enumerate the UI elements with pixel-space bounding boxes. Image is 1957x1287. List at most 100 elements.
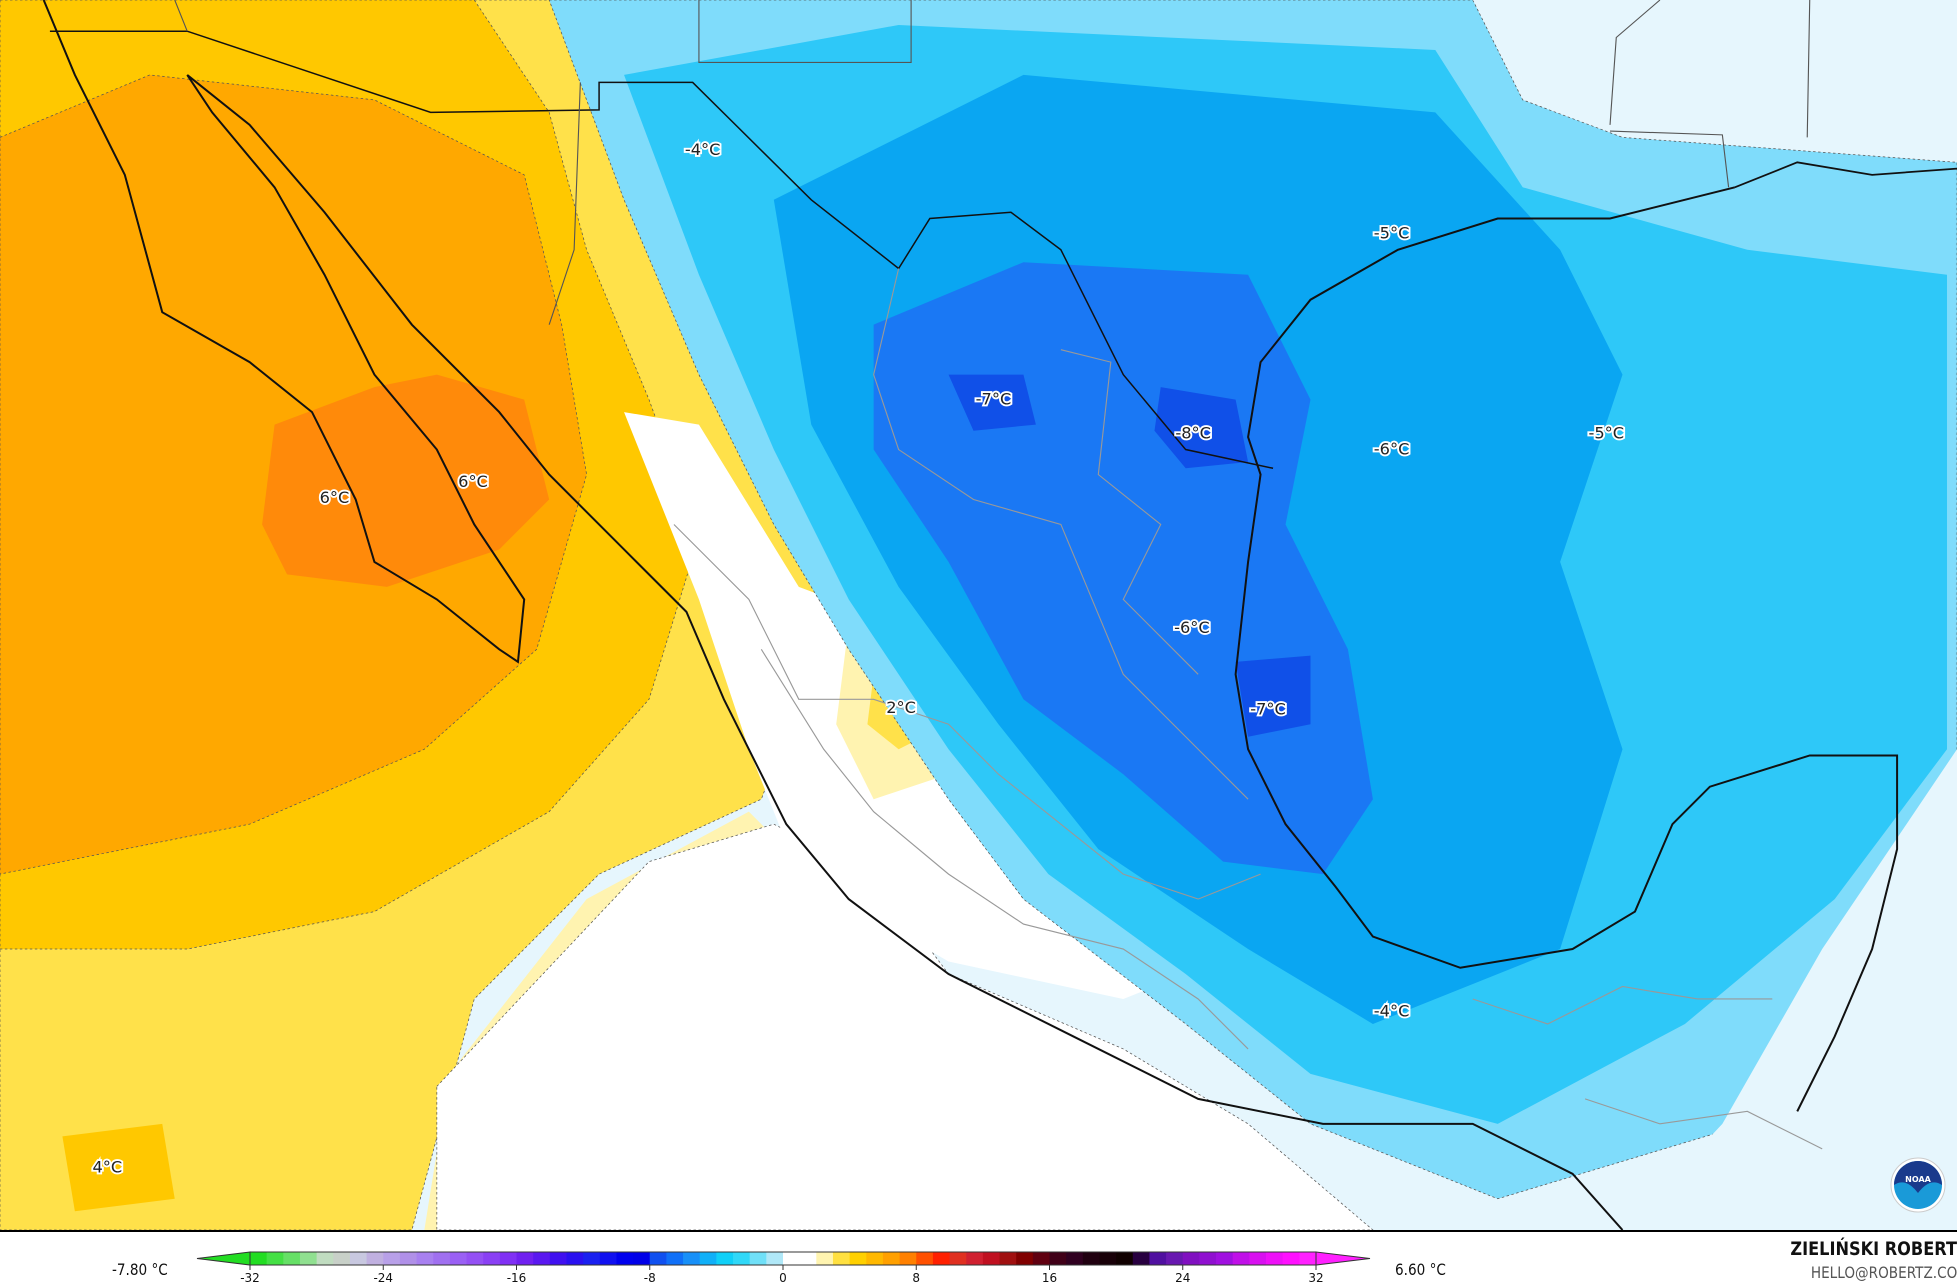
colorbar-tick-label: 24 bbox=[1175, 1271, 1190, 1285]
colorbar-segment bbox=[1216, 1252, 1234, 1265]
colorbar-tick-label: -8 bbox=[644, 1271, 656, 1285]
colorbar-segment bbox=[799, 1252, 817, 1265]
colorbar-segment bbox=[916, 1252, 934, 1265]
colorbar-tick-label: 32 bbox=[1308, 1271, 1323, 1285]
min-value-label: -7.80 °C bbox=[112, 1260, 168, 1279]
colorbar-tick-label: 16 bbox=[1042, 1271, 1057, 1285]
author-credit: ZIELIŃSKI ROBERT bbox=[1790, 1238, 1957, 1260]
colorbar-segment bbox=[1049, 1252, 1067, 1265]
colorbar-segment bbox=[349, 1252, 368, 1265]
temp-label: -5°C bbox=[1588, 423, 1624, 442]
colorbar-segment bbox=[1082, 1252, 1100, 1265]
temp-label: 6°C bbox=[320, 488, 350, 507]
colorbar-segment bbox=[649, 1252, 667, 1265]
colorbar-segment bbox=[499, 1252, 517, 1265]
colorbar-segment bbox=[1232, 1252, 1250, 1265]
colorbar-segment bbox=[1266, 1252, 1284, 1265]
colorbar-segment bbox=[549, 1252, 567, 1265]
colorbar-segment bbox=[1282, 1252, 1300, 1265]
colorbar-segment bbox=[416, 1252, 434, 1265]
legend: -32 -24 -16 -8 0 8 16 24 32 -7.80 °C 6.60 °C ZIE… bbox=[0, 1232, 1957, 1287]
country-border bbox=[49, 30, 1274, 470]
colorbar-segment bbox=[533, 1252, 551, 1265]
cold-region-deepest-3 bbox=[1235, 655, 1311, 737]
colorbar-segment bbox=[266, 1252, 284, 1265]
colorbar-segment bbox=[1249, 1252, 1267, 1265]
colorbar-segment bbox=[599, 1252, 617, 1265]
pale-region-southeast bbox=[1622, 749, 1957, 1230]
colorbar-segment bbox=[832, 1252, 851, 1265]
colorbar-segment bbox=[733, 1252, 751, 1265]
colorbar-segment bbox=[666, 1252, 684, 1265]
temp-label: -7°C bbox=[1250, 699, 1286, 718]
colorbar-segment bbox=[466, 1252, 484, 1265]
warm-region-orange-dark bbox=[262, 374, 550, 587]
temp-label: 4°C bbox=[92, 1158, 122, 1177]
colorbar-segment bbox=[849, 1252, 867, 1265]
colorbar-segment bbox=[316, 1252, 334, 1265]
coastline-gulf bbox=[1234, 186, 1899, 1112]
colorbar-segment bbox=[633, 1252, 651, 1265]
colorbar-segment bbox=[1299, 1252, 1317, 1265]
noaa-logo: NOAA bbox=[1890, 1157, 1946, 1213]
pale-region-northeast bbox=[1472, 0, 1957, 150]
colorbar-segment bbox=[966, 1252, 984, 1265]
colorbar-tick-label: -24 bbox=[373, 1271, 393, 1285]
colorbar-segment bbox=[583, 1252, 601, 1265]
colorbar-segment bbox=[399, 1252, 418, 1265]
temperature-anomaly-map: -4°C -5°C -7°C -8°C -6°C -5°C 6°C 6°C -6… bbox=[0, 0, 1957, 1232]
colorbar-segment bbox=[949, 1252, 967, 1265]
temp-label: -7°C bbox=[976, 390, 1012, 409]
temp-label: -5°C bbox=[1374, 224, 1410, 243]
temp-label: -6°C bbox=[1174, 618, 1210, 637]
colorbar-segment bbox=[1016, 1252, 1034, 1265]
svg-text:NOAA: NOAA bbox=[1905, 1175, 1931, 1184]
colorbar-segment bbox=[1032, 1252, 1050, 1265]
colorbar-segment bbox=[1199, 1252, 1217, 1265]
colorbar-segment bbox=[299, 1252, 318, 1265]
colorbar-segment bbox=[516, 1252, 534, 1265]
max-value-label: 6.60 °C bbox=[1395, 1260, 1446, 1279]
colorbar-segment bbox=[882, 1252, 901, 1265]
colorbar-tick-label: 0 bbox=[779, 1271, 787, 1285]
colorbar-segment bbox=[866, 1252, 884, 1265]
colorbar-segment bbox=[1116, 1252, 1134, 1265]
temp-label: 2°C bbox=[886, 698, 916, 717]
colorbar-segment bbox=[683, 1252, 701, 1265]
colorbar-segment bbox=[383, 1252, 401, 1265]
colorbar-segment bbox=[716, 1252, 734, 1265]
colorbar-tick-label: -16 bbox=[507, 1271, 527, 1285]
colorbar-segment bbox=[999, 1252, 1017, 1265]
us-state-borders bbox=[174, 0, 1811, 325]
colorbar-segment bbox=[333, 1252, 351, 1265]
coastline-pacific bbox=[42, 0, 1624, 1230]
colorbar: -32 -24 -16 -8 0 8 16 24 32 bbox=[196, 1251, 1371, 1285]
colorbar-segment bbox=[982, 1252, 1001, 1265]
colorbar-segment bbox=[1066, 1252, 1084, 1265]
colorbar-tick-label: -32 bbox=[240, 1271, 260, 1285]
colorbar-segment bbox=[616, 1252, 634, 1265]
state-borders bbox=[673, 268, 1823, 1150]
colorbar-segment bbox=[1099, 1252, 1117, 1265]
colorbar-segment bbox=[566, 1252, 584, 1265]
colorbar-segment bbox=[932, 1252, 951, 1265]
temp-label: 6°C bbox=[458, 472, 488, 491]
colorbar-segment bbox=[1182, 1252, 1200, 1265]
temp-label: -4°C bbox=[1374, 1001, 1410, 1020]
temp-label: -6°C bbox=[1374, 440, 1410, 459]
colorbar-segment bbox=[283, 1252, 301, 1265]
colorbar-min-arrow bbox=[196, 1251, 251, 1266]
warm-region-bottom-left bbox=[62, 1123, 175, 1212]
colorbar-max-arrow bbox=[1315, 1251, 1371, 1266]
colorbar-segment bbox=[899, 1252, 917, 1265]
temp-label: -4°C bbox=[685, 140, 721, 159]
colorbar-segment bbox=[449, 1252, 468, 1265]
colorbar-segment bbox=[816, 1252, 834, 1265]
cold-region-deepest-2 bbox=[1154, 387, 1249, 469]
colorbar-segment bbox=[483, 1252, 501, 1265]
temp-label: -8°C bbox=[1175, 423, 1211, 442]
cold-region-deepest-1 bbox=[948, 374, 1036, 431]
colorbar-segment bbox=[699, 1252, 717, 1265]
colorbar-segment bbox=[1132, 1252, 1150, 1265]
colorbar-segment bbox=[1149, 1252, 1167, 1265]
